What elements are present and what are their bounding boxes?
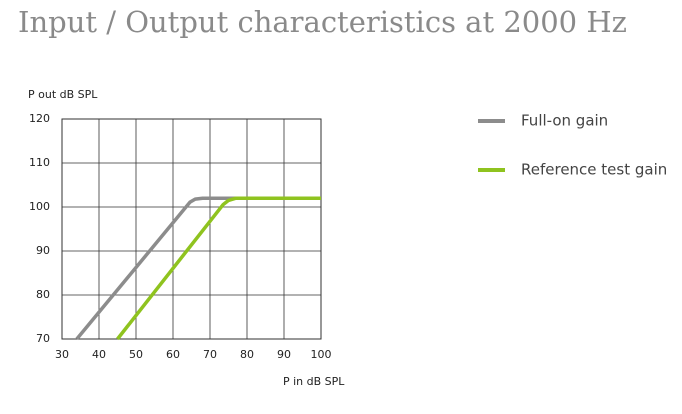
x-tick-label: 60 bbox=[166, 348, 180, 361]
x-axis-label: P in dB SPL bbox=[283, 375, 345, 388]
x-tick-label: 90 bbox=[277, 348, 291, 361]
legend-label: Full-on gain bbox=[521, 112, 608, 130]
y-tick-label: 110 bbox=[29, 156, 50, 169]
x-tick-label: 100 bbox=[311, 348, 332, 361]
x-tick-label: 50 bbox=[129, 348, 143, 361]
plot-frame bbox=[61, 118, 322, 340]
y-tick-label: 70 bbox=[36, 332, 50, 345]
series-line bbox=[116, 196, 321, 341]
x-tick-label: 70 bbox=[203, 348, 217, 361]
x-tick-label: 30 bbox=[55, 348, 69, 361]
y-tick-label: 90 bbox=[36, 244, 50, 257]
y-tick-label: 80 bbox=[36, 288, 50, 301]
y-tick-label: 100 bbox=[29, 200, 50, 213]
legend-label: Reference test gain bbox=[521, 161, 667, 179]
y-tick-label: 120 bbox=[29, 112, 50, 125]
chart-title: Input / Output characteristics at 2000 H… bbox=[18, 5, 627, 39]
x-tick-label: 40 bbox=[92, 348, 106, 361]
x-tick-label: 80 bbox=[240, 348, 254, 361]
y-axis-label: P out dB SPL bbox=[28, 88, 98, 101]
